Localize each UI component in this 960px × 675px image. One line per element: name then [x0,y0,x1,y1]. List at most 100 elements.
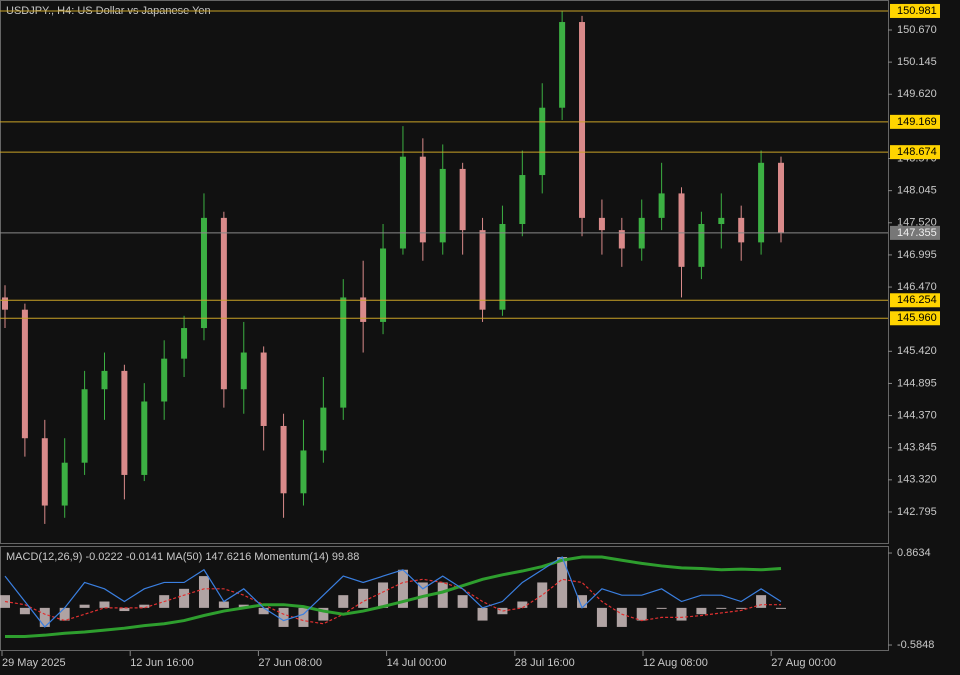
candle-body [260,352,267,426]
candle-body [718,217,725,225]
y-tick-label: 143.320 [897,474,937,486]
candle-body [758,162,765,243]
candle-body [141,401,148,475]
candle-body [598,217,605,231]
indicator-line [4,578,781,625]
candle-body [738,217,745,243]
y-tick-label: -0.5848 [897,639,934,651]
level-box [890,145,940,160]
indicator-label: MACD(12,26,9) -0.0222 -0.0141 MA(50) 147… [6,551,359,563]
macd-bar [776,607,786,609]
macd-bar [278,607,289,627]
candle-body [519,175,526,225]
level-box [890,311,940,326]
macd-bar [756,595,767,608]
macd-bar [139,604,150,608]
candle-body [579,22,586,218]
level-label: 149.169 [897,116,937,128]
candle-body [479,230,486,310]
macd-bar [596,607,607,627]
candle-body [360,297,367,322]
macd-bar [397,569,408,608]
candle-body [618,230,625,249]
macd-bar [39,607,50,627]
x-tick-label: 12 Jun 16:00 [130,657,194,669]
candle-body [280,425,287,494]
candle-body [21,309,28,439]
macd-bar [79,604,90,608]
macd-bar [676,607,687,621]
macd-bar [477,607,488,621]
candle-body [41,438,48,506]
macd-bar [577,595,588,608]
level-box [890,114,940,129]
macd-bar [119,607,130,612]
y-tick-label: 150.670 [897,24,937,36]
macd-bar [218,601,229,608]
candle-body [161,358,168,402]
macd-bar [19,607,30,615]
x-tick-label: 28 Jul 16:00 [515,657,575,669]
macd-bar [517,601,528,608]
candle-body [81,389,88,463]
y-tick-label: 146.470 [897,281,937,293]
y-tick-label: 143.845 [897,442,937,454]
y-tick-label: 150.145 [897,56,937,68]
candle-body [439,168,446,243]
macd-bar [318,607,329,621]
macd-bar [636,607,647,621]
x-tick-label: 29 May 2025 [2,657,66,669]
level-label: 148.674 [897,146,937,158]
macd-bar [656,607,667,609]
macd-bar [99,601,110,608]
current-price-label: 147.355 [897,227,937,239]
level-label: 146.254 [897,294,937,306]
candle-body [559,22,566,108]
y-tick-label: 149.620 [897,88,937,100]
macd-bar [238,604,249,608]
macd-bar [298,607,309,627]
candle-body [539,107,546,176]
macd-bar [557,557,568,608]
candle-body [340,297,347,408]
y-tick-label: 146.995 [897,249,937,261]
macd-bar [358,588,369,608]
candle-body [678,193,685,267]
macd-bar [338,595,349,608]
macd-bar [616,607,627,627]
macd-bar [457,595,468,608]
level-label: 145.960 [897,312,937,324]
y-tick-label: 142.795 [897,506,937,518]
x-tick-label: 27 Aug 00:00 [771,657,836,669]
indicator-line [4,556,782,628]
y-tick-label: 147.520 [897,217,937,229]
candle-body [220,217,227,390]
indicator-line [5,555,782,638]
candle-body [61,462,68,506]
macd-bar [696,607,707,615]
current-price-box [890,225,940,240]
y-tick-label: 145.420 [897,345,937,357]
x-tick-label: 12 Aug 08:00 [643,657,708,669]
y-tick-label: 0.8634 [897,547,931,559]
candle-body [658,193,665,218]
candle-body [101,370,108,390]
candle-body [320,407,327,451]
candle-body [181,328,188,359]
candle-body [499,224,506,310]
candle-body [778,162,784,233]
macd-bar [497,607,508,615]
macd-bar [258,607,269,615]
macd-bar [537,582,548,608]
macd-bar [716,607,727,609]
macd-bar [179,588,190,608]
candle-body [2,297,8,310]
level-label: 150.981 [897,5,937,17]
level-box [890,293,940,308]
macd-bar [198,576,209,608]
macd-bar [59,607,70,621]
candle-body [459,168,466,231]
y-tick-label: 144.370 [897,409,937,421]
